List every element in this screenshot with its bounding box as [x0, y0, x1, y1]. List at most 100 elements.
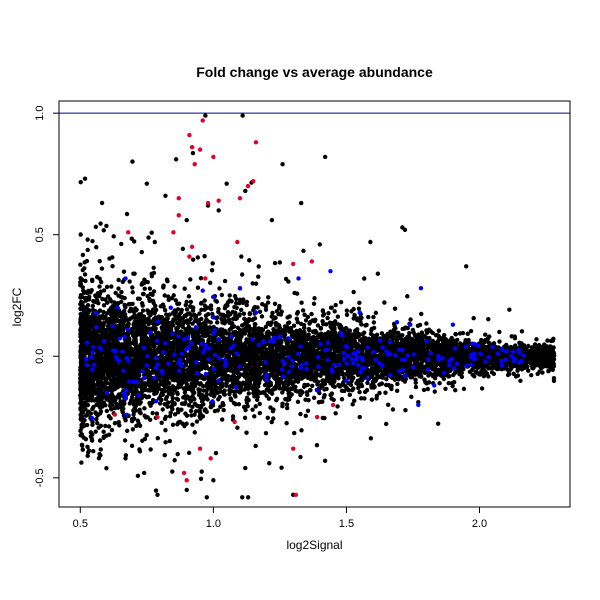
data-point [384, 376, 389, 382]
data-point [392, 306, 398, 311]
data-point [250, 407, 255, 412]
data-point [284, 405, 290, 411]
data-point [170, 406, 175, 412]
data-point [97, 284, 102, 289]
data-point [161, 285, 166, 290]
data-point [109, 407, 114, 412]
data-point [257, 401, 262, 407]
data-point [163, 428, 168, 433]
data-point [132, 364, 137, 369]
data-point [395, 381, 400, 387]
data-point [130, 159, 135, 164]
data-point [94, 416, 99, 422]
data-point [270, 310, 275, 316]
data-point [153, 330, 159, 336]
data-point [172, 412, 178, 417]
data-point [142, 286, 147, 291]
data-point [322, 415, 327, 421]
data-point [247, 328, 252, 333]
data-point [234, 300, 239, 306]
data-point [377, 390, 382, 396]
data-point [202, 298, 207, 303]
data-point [141, 280, 147, 286]
data-point [359, 322, 364, 327]
data-point [120, 409, 125, 415]
data-point [446, 380, 451, 386]
data-point [124, 428, 130, 434]
data-point [350, 387, 355, 393]
data-point [101, 429, 106, 434]
data-point [139, 337, 145, 343]
data-point [125, 324, 131, 329]
data-point [302, 382, 307, 388]
data-point [247, 258, 252, 263]
data-point [227, 293, 232, 298]
data-point [201, 388, 206, 393]
data-point [148, 447, 153, 452]
data-point [252, 304, 258, 310]
data-point [127, 279, 132, 284]
data-point [190, 404, 195, 409]
data-point [256, 264, 261, 269]
data-point [173, 298, 178, 303]
data-point [202, 254, 207, 259]
data-point [370, 379, 376, 385]
data-point [151, 265, 156, 270]
data-point [138, 342, 143, 347]
data-point [497, 329, 502, 335]
data-point [450, 383, 455, 389]
data-point [160, 407, 165, 412]
data-point [196, 387, 201, 392]
data-point [130, 290, 135, 295]
data-point [374, 393, 380, 398]
data-point [259, 314, 265, 319]
data-point [119, 241, 124, 247]
data-point [409, 394, 414, 399]
data-point [162, 293, 167, 298]
data-point [130, 427, 136, 432]
data-point [437, 381, 442, 386]
data-point [283, 276, 289, 282]
data-point [269, 419, 274, 425]
data-point [165, 404, 170, 409]
data-point [175, 391, 180, 397]
data-point [116, 293, 121, 298]
data-point [240, 495, 245, 500]
data-point [109, 299, 114, 304]
data-point [307, 327, 312, 333]
data-point [331, 397, 336, 403]
data-point [349, 309, 354, 314]
data-point [188, 408, 194, 414]
data-point [312, 296, 317, 301]
data-point [97, 438, 103, 443]
data-point [239, 254, 244, 259]
data-point [246, 391, 251, 396]
data-point [483, 332, 488, 337]
data-point [151, 289, 157, 294]
data-point [163, 440, 168, 445]
data-point [116, 286, 121, 291]
data-point [325, 315, 330, 321]
data-point [299, 300, 304, 305]
data-point [318, 325, 324, 331]
data-point [265, 415, 270, 420]
data-point [163, 396, 169, 402]
data-point [305, 314, 311, 320]
data-point [145, 293, 150, 299]
data-point [86, 448, 92, 453]
data-point [366, 314, 371, 320]
data-point [137, 322, 142, 328]
data-point [221, 392, 227, 397]
data-point [430, 373, 436, 379]
data-point [298, 454, 303, 460]
data-point [512, 335, 518, 341]
data-point [114, 378, 119, 383]
data-point [351, 289, 356, 295]
data-point [151, 300, 156, 306]
data-point [309, 311, 314, 317]
data-point [208, 306, 214, 312]
data-point [97, 258, 102, 264]
data-point [236, 402, 242, 407]
data-point [365, 380, 370, 386]
data-point [180, 246, 186, 252]
